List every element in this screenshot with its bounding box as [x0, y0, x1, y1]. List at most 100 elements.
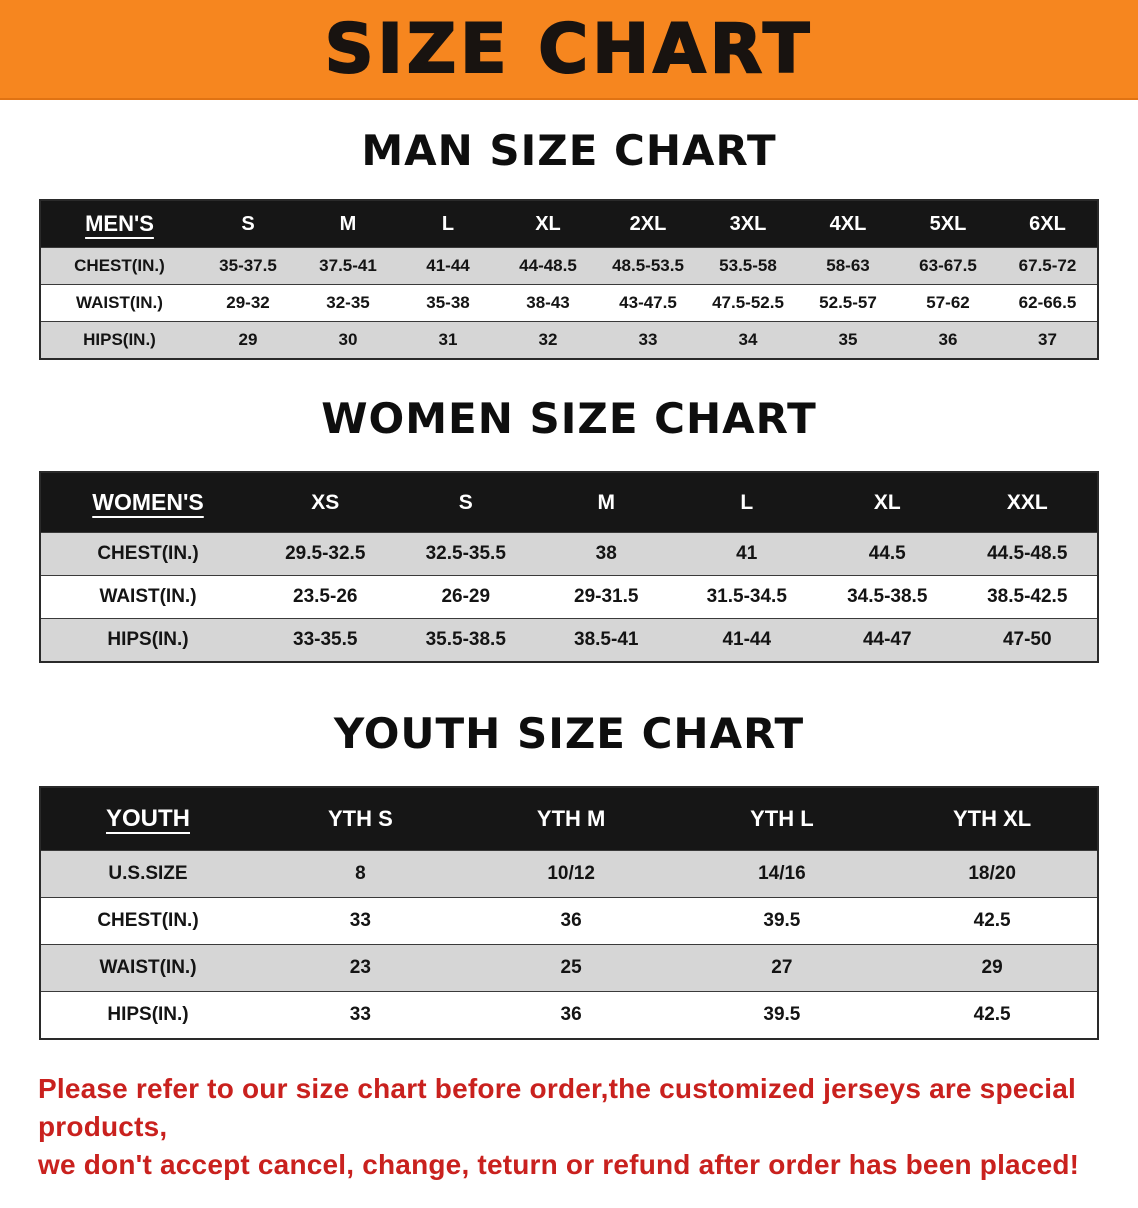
women-size-table: WOMEN'S XS S M L XL XXL CHEST(IN.) 29.5-32.5 32.5…: [39, 471, 1099, 663]
men-size-chart-heading: MAN SIZE CHART: [361, 126, 777, 175]
value-cell: 48.5-53.5: [598, 247, 698, 285]
table-row: WAIST(IN.) 29-32 32-35 35-38 38-43 43-47.5 47.…: [40, 284, 1098, 322]
row-label-cell: HIPS(IN.): [40, 321, 198, 359]
value-cell: 41-44: [398, 247, 498, 285]
value-cell: 35-37.5: [198, 247, 298, 285]
value-cell: 44-48.5: [498, 247, 598, 285]
value-cell: 25: [465, 944, 677, 992]
table-row: WAIST(IN.) 23.5-26 26-29 29-31.5 31.5-34.5 34…: [40, 575, 1098, 619]
size-header-cell: XL: [817, 472, 958, 533]
size-header-cell: S: [395, 472, 536, 533]
size-header-cell: M: [298, 200, 398, 248]
size-header-cell: 2XL: [598, 200, 698, 248]
size-header-cell: XXL: [957, 472, 1098, 533]
size-header-cell: L: [676, 472, 817, 533]
value-cell: 23.5-26: [255, 575, 396, 619]
size-header-cell: YTH S: [255, 787, 466, 851]
page-title: SIZE CHART: [324, 9, 814, 90]
size-header-cell: 5XL: [898, 200, 998, 248]
table-row: CHEST(IN.) 35-37.5 37.5-41 41-44 44-48.5 48.5…: [40, 247, 1098, 285]
value-cell: 31.5-34.5: [676, 575, 817, 619]
value-cell: 30: [298, 321, 398, 359]
table-row: WAIST(IN.) 23 25 27 29: [40, 944, 1098, 992]
value-cell: 53.5-58: [698, 247, 798, 285]
value-cell: 43-47.5: [598, 284, 698, 322]
size-header-cell: 4XL: [798, 200, 898, 248]
value-cell: 26-29: [395, 575, 536, 619]
value-cell: 42.5: [887, 991, 1098, 1039]
value-cell: 41-44: [676, 618, 817, 662]
row-label-cell: CHEST(IN.): [40, 247, 198, 285]
value-cell: 37.5-41: [298, 247, 398, 285]
value-cell: 62-66.5: [998, 284, 1098, 322]
size-header-cell: 6XL: [998, 200, 1098, 248]
value-cell: 47.5-52.5: [698, 284, 798, 322]
size-header-cell: L: [398, 200, 498, 248]
value-cell: 44.5: [817, 532, 958, 576]
value-cell: 10/12: [465, 850, 677, 898]
size-header-cell: YTH XL: [887, 787, 1098, 851]
value-cell: 39.5: [676, 991, 888, 1039]
value-cell: 31: [398, 321, 498, 359]
value-cell: 29: [887, 944, 1098, 992]
value-cell: 36: [898, 321, 998, 359]
charts-area: MAN SIZE CHART MEN'S S M L XL 2XL 3XL 4XL 5XL 6XL…: [0, 126, 1138, 1040]
value-cell: 47-50: [957, 618, 1098, 662]
table-row: CHEST(IN.) 29.5-32.5 32.5-35.5 38 41 44.5 44.5…: [40, 532, 1098, 576]
value-cell: 32.5-35.5: [395, 532, 536, 576]
row-label-cell: U.S.SIZE: [40, 850, 255, 898]
value-cell: 34.5-38.5: [817, 575, 958, 619]
value-cell: 41: [676, 532, 817, 576]
youth-size-chart-heading: YOUTH SIZE CHART: [333, 709, 805, 758]
value-cell: 29-32: [198, 284, 298, 322]
value-cell: 32: [498, 321, 598, 359]
size-header-cell: XS: [255, 472, 396, 533]
table-header-row: MEN'S S M L XL 2XL 3XL 4XL 5XL 6XL: [40, 200, 1098, 248]
value-cell: 33-35.5: [255, 618, 396, 662]
value-cell: 29-31.5: [536, 575, 677, 619]
row-label-cell: WAIST(IN.): [40, 944, 255, 992]
value-cell: 33: [255, 991, 466, 1039]
size-header-cell: S: [198, 200, 298, 248]
table-row: U.S.SIZE 8 10/12 14/16 18/20: [40, 850, 1098, 898]
banner: SIZE CHART: [0, 0, 1138, 100]
value-cell: 52.5-57: [798, 284, 898, 322]
value-cell: 14/16: [676, 850, 888, 898]
value-cell: 67.5-72: [998, 247, 1098, 285]
value-cell: 38.5-41: [536, 618, 677, 662]
value-cell: 34: [698, 321, 798, 359]
size-header-cell: M: [536, 472, 677, 533]
value-cell: 57-62: [898, 284, 998, 322]
row-label-cell: HIPS(IN.): [40, 991, 255, 1039]
disclaimer-line-1: Please refer to our size chart before or…: [38, 1073, 1077, 1142]
value-cell: 32-35: [298, 284, 398, 322]
row-label-cell: WAIST(IN.): [40, 284, 198, 322]
table-row: CHEST(IN.) 33 36 39.5 42.5: [40, 897, 1098, 945]
table-row: HIPS(IN.) 33 36 39.5 42.5: [40, 991, 1098, 1039]
value-cell: 42.5: [887, 897, 1098, 945]
row-label-cell: CHEST(IN.): [40, 532, 255, 576]
row-label-cell: CHEST(IN.): [40, 897, 255, 945]
value-cell: 33: [598, 321, 698, 359]
value-cell: 44.5-48.5: [957, 532, 1098, 576]
value-cell: 39.5: [676, 897, 888, 945]
value-cell: 35: [798, 321, 898, 359]
value-cell: 29: [198, 321, 298, 359]
men-size-table: MEN'S S M L XL 2XL 3XL 4XL 5XL 6XL CHEST(IN.) 35-37…: [39, 199, 1099, 360]
value-cell: 29.5-32.5: [255, 532, 396, 576]
section-women: WOMEN SIZE CHART WOMEN'S XS S M L XL XXL CHEST(…: [0, 394, 1138, 663]
disclaimer-line-2: we don't accept cancel, change, teturn o…: [38, 1149, 1080, 1180]
disclaimer: Please refer to our size chart before or…: [38, 1070, 1100, 1184]
value-cell: 33: [255, 897, 466, 945]
row-label-cell: WAIST(IN.): [40, 575, 255, 619]
value-cell: 58-63: [798, 247, 898, 285]
value-cell: 35-38: [398, 284, 498, 322]
section-men: MAN SIZE CHART MEN'S S M L XL 2XL 3XL 4XL 5XL 6XL…: [0, 126, 1138, 360]
value-cell: 38.5-42.5: [957, 575, 1098, 619]
size-header-cell: XL: [498, 200, 598, 248]
table-title-cell: WOMEN'S: [40, 472, 255, 533]
size-header-cell: 3XL: [698, 200, 798, 248]
value-cell: 63-67.5: [898, 247, 998, 285]
value-cell: 38-43: [498, 284, 598, 322]
